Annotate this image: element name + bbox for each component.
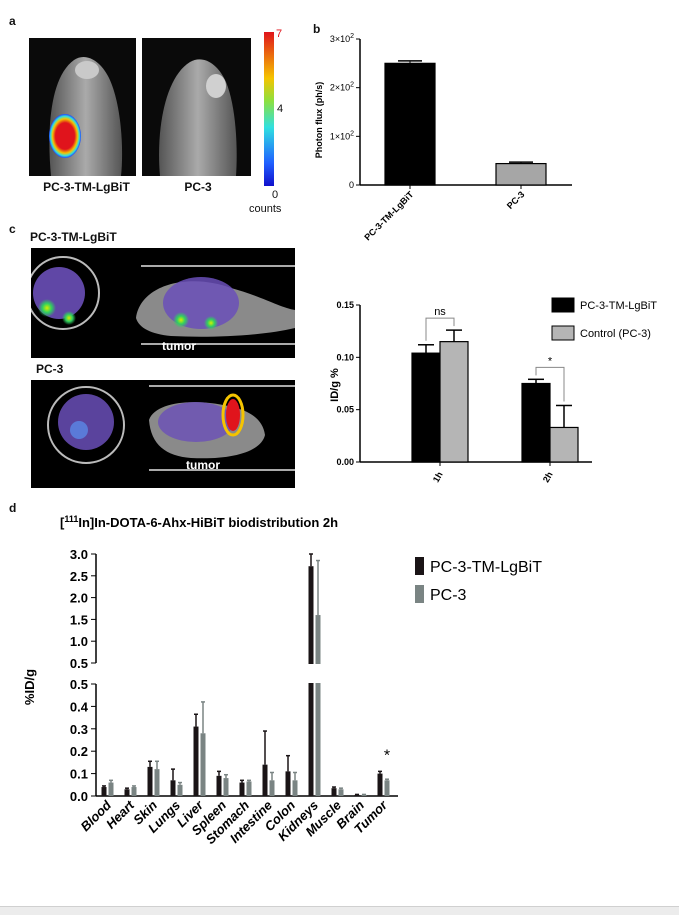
- chart-d-bar: [239, 782, 245, 796]
- colorbar: [264, 32, 274, 186]
- mouse-image-tm-lgbit: [29, 38, 136, 176]
- chart-c-significance-bracket: [535, 366, 565, 402]
- chart-d-ylabel: %ID/g: [22, 669, 37, 705]
- chart-d-ytick-label: 0.3: [70, 722, 88, 737]
- chart-c-legend-swatch: [551, 297, 575, 313]
- chart-d-ytick-label: 1.0: [70, 634, 88, 649]
- chart-d-bar: [200, 733, 206, 796]
- chart-d-legend-label: PC-3: [430, 587, 467, 604]
- panel-label-c: c: [9, 222, 16, 236]
- chart-b-bar: [384, 62, 436, 186]
- chart-c-ylabel: ID/g %: [329, 368, 341, 402]
- tumor-label-2: tumor: [186, 458, 220, 472]
- chart-d-significance-label: *: [384, 747, 390, 764]
- chart-c-ytick-label: 0.15: [336, 300, 354, 310]
- caption-tm-lgbit: PC-3-TM-LgBiT: [43, 180, 130, 194]
- chart-b-bar: [495, 162, 547, 186]
- chart-d-bar: [193, 726, 199, 796]
- chart-d-title: [111In]In-DOTA-6-Ahx-HiBiT biodistributi…: [60, 514, 338, 530]
- chart-d-bar: [292, 780, 298, 796]
- caption-pc3: PC-3: [184, 180, 212, 194]
- mouse-image-pc3: [142, 38, 251, 176]
- chart-b-ytick-label: 1×102: [330, 130, 354, 141]
- colorbar-min: 0: [272, 189, 279, 201]
- chart-d-bar: [177, 784, 183, 796]
- chart-c-legend-label: Control (PC-3): [580, 328, 651, 340]
- chart-c-ytick-label: 0.05: [336, 405, 354, 415]
- chart-d-bar: [315, 615, 321, 796]
- chart-c-xtick-label: 1h: [431, 470, 445, 484]
- chart-b-ytick-label: 0: [349, 180, 354, 190]
- chart-b-ylabel: Photon flux (ph/s): [314, 82, 324, 159]
- chart-d-bar: [154, 769, 160, 796]
- chart-c-significance-label: *: [548, 355, 553, 367]
- chart-d-bar: [216, 775, 222, 796]
- chart-d-ytick-label: 0.5: [70, 677, 88, 692]
- label-c-pc3: PC-3: [36, 362, 64, 376]
- colorbar-unit: counts: [249, 203, 282, 215]
- chart-c-bar: [521, 382, 551, 463]
- chart-b-xtick-label: PC-3-TM-LgBiT: [362, 189, 415, 242]
- chart-d-ytick-label: 0.2: [70, 744, 88, 759]
- chart-d-bar: [331, 788, 337, 796]
- chart-d-bar: [108, 782, 114, 796]
- chart-d-bar: [147, 766, 153, 796]
- chart-c-legend-swatch: [551, 325, 575, 341]
- chart-d-bar: [377, 773, 383, 796]
- chart-d-legend-swatch: [415, 557, 424, 575]
- chart-d-bar: [246, 781, 252, 796]
- chart-d-bar: [170, 780, 176, 796]
- colorbar-mid: 4: [277, 103, 284, 115]
- chart-b-xtick-label: PC-3: [505, 189, 527, 211]
- chart-d-bar: [285, 771, 291, 796]
- chart-c: ID/g % 0.00 0.05 0.10 0.15 1h 2h ns * PC-3-TM-…: [329, 297, 657, 484]
- panel-label-a: a: [9, 14, 16, 28]
- spect-ct-image-tm-lgbit: [26, 248, 295, 358]
- chart-c-ytick-label: 0.00: [336, 457, 354, 467]
- chart-c-bar: [411, 352, 441, 463]
- chart-c-xtick-label: 2h: [541, 470, 555, 484]
- chart-d-ytick-label: 0.4: [70, 699, 89, 714]
- chart-d-legend-label: PC-3-TM-LgBiT: [430, 559, 542, 576]
- panel-label-b: b: [313, 22, 321, 36]
- chart-d-break-gap: [90, 664, 390, 683]
- chart-d-ytick-label: 0.5: [70, 656, 88, 671]
- tumor-label-1: tumor: [162, 339, 196, 353]
- chart-d-bar: [124, 789, 130, 796]
- chart-b-ytick-label: 2×102: [330, 82, 354, 93]
- colorbar-max: 7: [276, 28, 283, 40]
- chart-c-ytick-label: 0.10: [336, 352, 354, 362]
- chart-d: [111In]In-DOTA-6-Ahx-HiBiT biodistributi…: [22, 514, 542, 847]
- chart-d-bar: [384, 780, 390, 796]
- panel-label-d: d: [9, 501, 17, 515]
- spect-ct-image-pc3: [31, 380, 295, 488]
- label-c-tm-lgbit: PC-3-TM-LgBiT: [30, 230, 117, 244]
- chart-d-ytick-label: 0.0: [70, 789, 88, 804]
- chart-d-legend-swatch: [415, 585, 424, 603]
- chart-c-bar: [549, 426, 579, 463]
- chart-d-ytick-label: 1.5: [70, 612, 88, 627]
- chart-d-bar: [338, 789, 344, 796]
- chart-d-bar: [262, 764, 268, 796]
- bottom-scrollbar[interactable]: [0, 906, 679, 915]
- chart-d-ytick-label: 3.0: [70, 547, 88, 562]
- chart-d-bar: [361, 794, 367, 796]
- chart-d-bar: [101, 787, 107, 796]
- chart-d-ytick-label: 0.1: [70, 767, 88, 782]
- chart-c-significance-label: ns: [434, 306, 446, 318]
- chart-c-legend-label: PC-3-TM-LgBiT: [580, 300, 657, 312]
- chart-d-bar: [223, 778, 229, 796]
- chart-c-bar: [439, 341, 469, 463]
- chart-c-significance-bracket: [425, 317, 455, 341]
- chart-d-bar: [354, 794, 360, 796]
- chart-d-ytick-label: 2.5: [70, 569, 88, 584]
- chart-d-bar: [269, 780, 275, 796]
- chart-d-bar: [131, 787, 137, 796]
- chart-b-ytick-label: 3×102: [330, 33, 354, 44]
- chart-b: Photon flux (ph/s) 0 1×102 2×102 3×102 PC-3-…: [314, 33, 572, 242]
- chart-d-ytick-label: 2.0: [70, 591, 88, 606]
